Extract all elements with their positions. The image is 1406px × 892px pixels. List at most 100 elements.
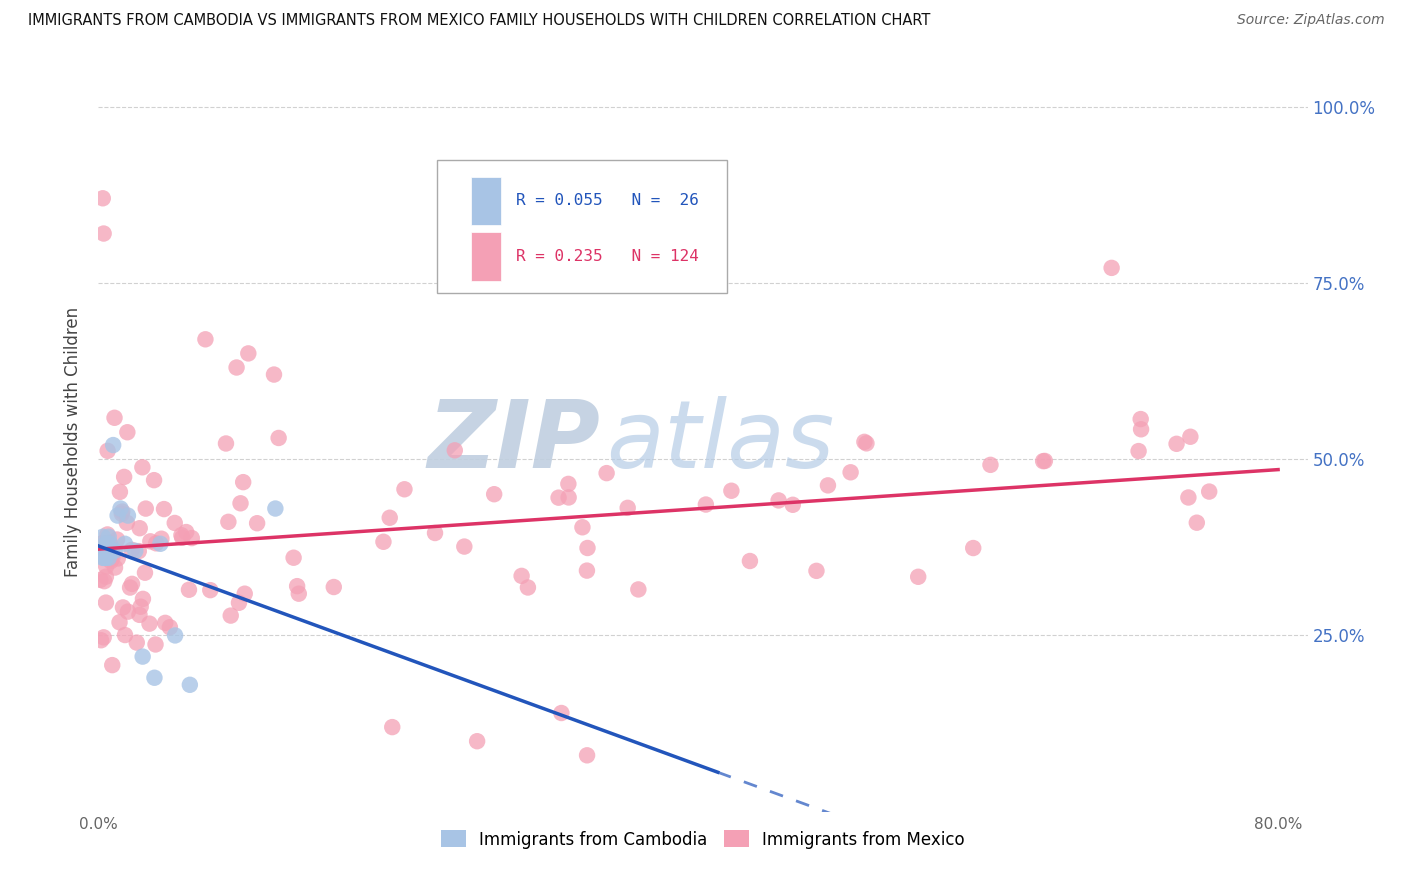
Point [238,346,260,360]
Text: R = 0.055   N =  26: R = 0.055 N = 26 [516,194,699,209]
Point [135,501,157,516]
Point [229,496,252,510]
Point [134,566,156,580]
Point [627,582,650,597]
Point [853,434,876,449]
Point [98,537,121,551]
Point [576,541,599,555]
Point [93,544,115,558]
Point [93,631,115,645]
Point [90,544,112,558]
Point [98,535,121,549]
Point [571,520,593,534]
Point [94,569,117,583]
Point [423,526,446,541]
Point [174,524,197,539]
Point [96,559,118,574]
Point [91,530,114,544]
Point [145,536,167,550]
Text: IMMIGRANTS FROM CAMBODIA VS IMMIGRANTS FROM MEXICO FAMILY HOUSEHOLDS WITH CHILDR: IMMIGRANTS FROM CAMBODIA VS IMMIGRANTS F… [28,13,931,29]
Point [101,546,124,560]
Point [1166,437,1188,451]
Point [575,564,598,578]
Text: ZIP: ZIP [427,395,600,488]
Point [139,534,162,549]
Point [91,550,114,565]
Point [93,550,115,565]
Point [101,551,124,566]
Point [246,516,269,531]
Point [695,498,717,512]
Point [225,360,247,375]
Point [855,436,877,450]
Point [373,534,395,549]
Point [907,570,929,584]
Point [557,476,579,491]
Point [131,649,153,664]
Point [1033,454,1056,468]
Text: Source: ZipAtlas.com: Source: ZipAtlas.com [1237,13,1385,28]
Text: atlas: atlas [606,396,835,487]
Point [150,532,173,546]
Point [155,615,177,630]
Point [616,500,638,515]
Point [443,443,465,458]
Point [94,550,117,565]
Point [132,591,155,606]
Point [96,527,118,541]
Point [1198,484,1220,499]
Point [165,628,187,642]
Point [105,533,128,547]
Point [595,466,617,480]
Point [108,484,131,499]
Point [115,516,138,530]
Point [128,544,150,558]
Point [1185,516,1208,530]
Point [111,600,134,615]
Point [180,531,202,545]
Point [143,671,166,685]
Point [267,431,290,445]
Point [94,596,117,610]
Point [200,583,222,598]
Point [550,706,572,720]
Point [576,748,599,763]
Point [108,615,131,630]
Point [114,628,136,642]
Point [91,536,114,550]
Point [720,483,742,498]
Point [117,425,139,440]
Point [806,564,828,578]
Point [557,491,579,505]
Point [1129,412,1152,426]
Point [111,507,134,521]
Point [96,537,118,551]
Point [322,580,344,594]
Point [153,502,176,516]
Point [194,332,217,346]
Point [103,410,125,425]
Point [482,487,505,501]
Y-axis label: Family Households with Children: Family Households with Children [65,307,83,576]
Point [381,720,404,734]
Point [1180,430,1202,444]
Point [128,521,150,535]
Point [110,501,132,516]
Point [516,581,538,595]
Point [91,550,114,565]
Point [177,582,200,597]
Point [138,616,160,631]
Point [979,458,1001,472]
Point [215,436,238,450]
Point [128,607,150,622]
Point [283,550,305,565]
Point [172,531,194,545]
Point [1177,491,1199,505]
Point [90,633,112,648]
Point [219,608,242,623]
Point [112,470,135,484]
Point [93,574,115,589]
Point [97,541,120,555]
Point [121,577,143,591]
Point [107,551,129,566]
